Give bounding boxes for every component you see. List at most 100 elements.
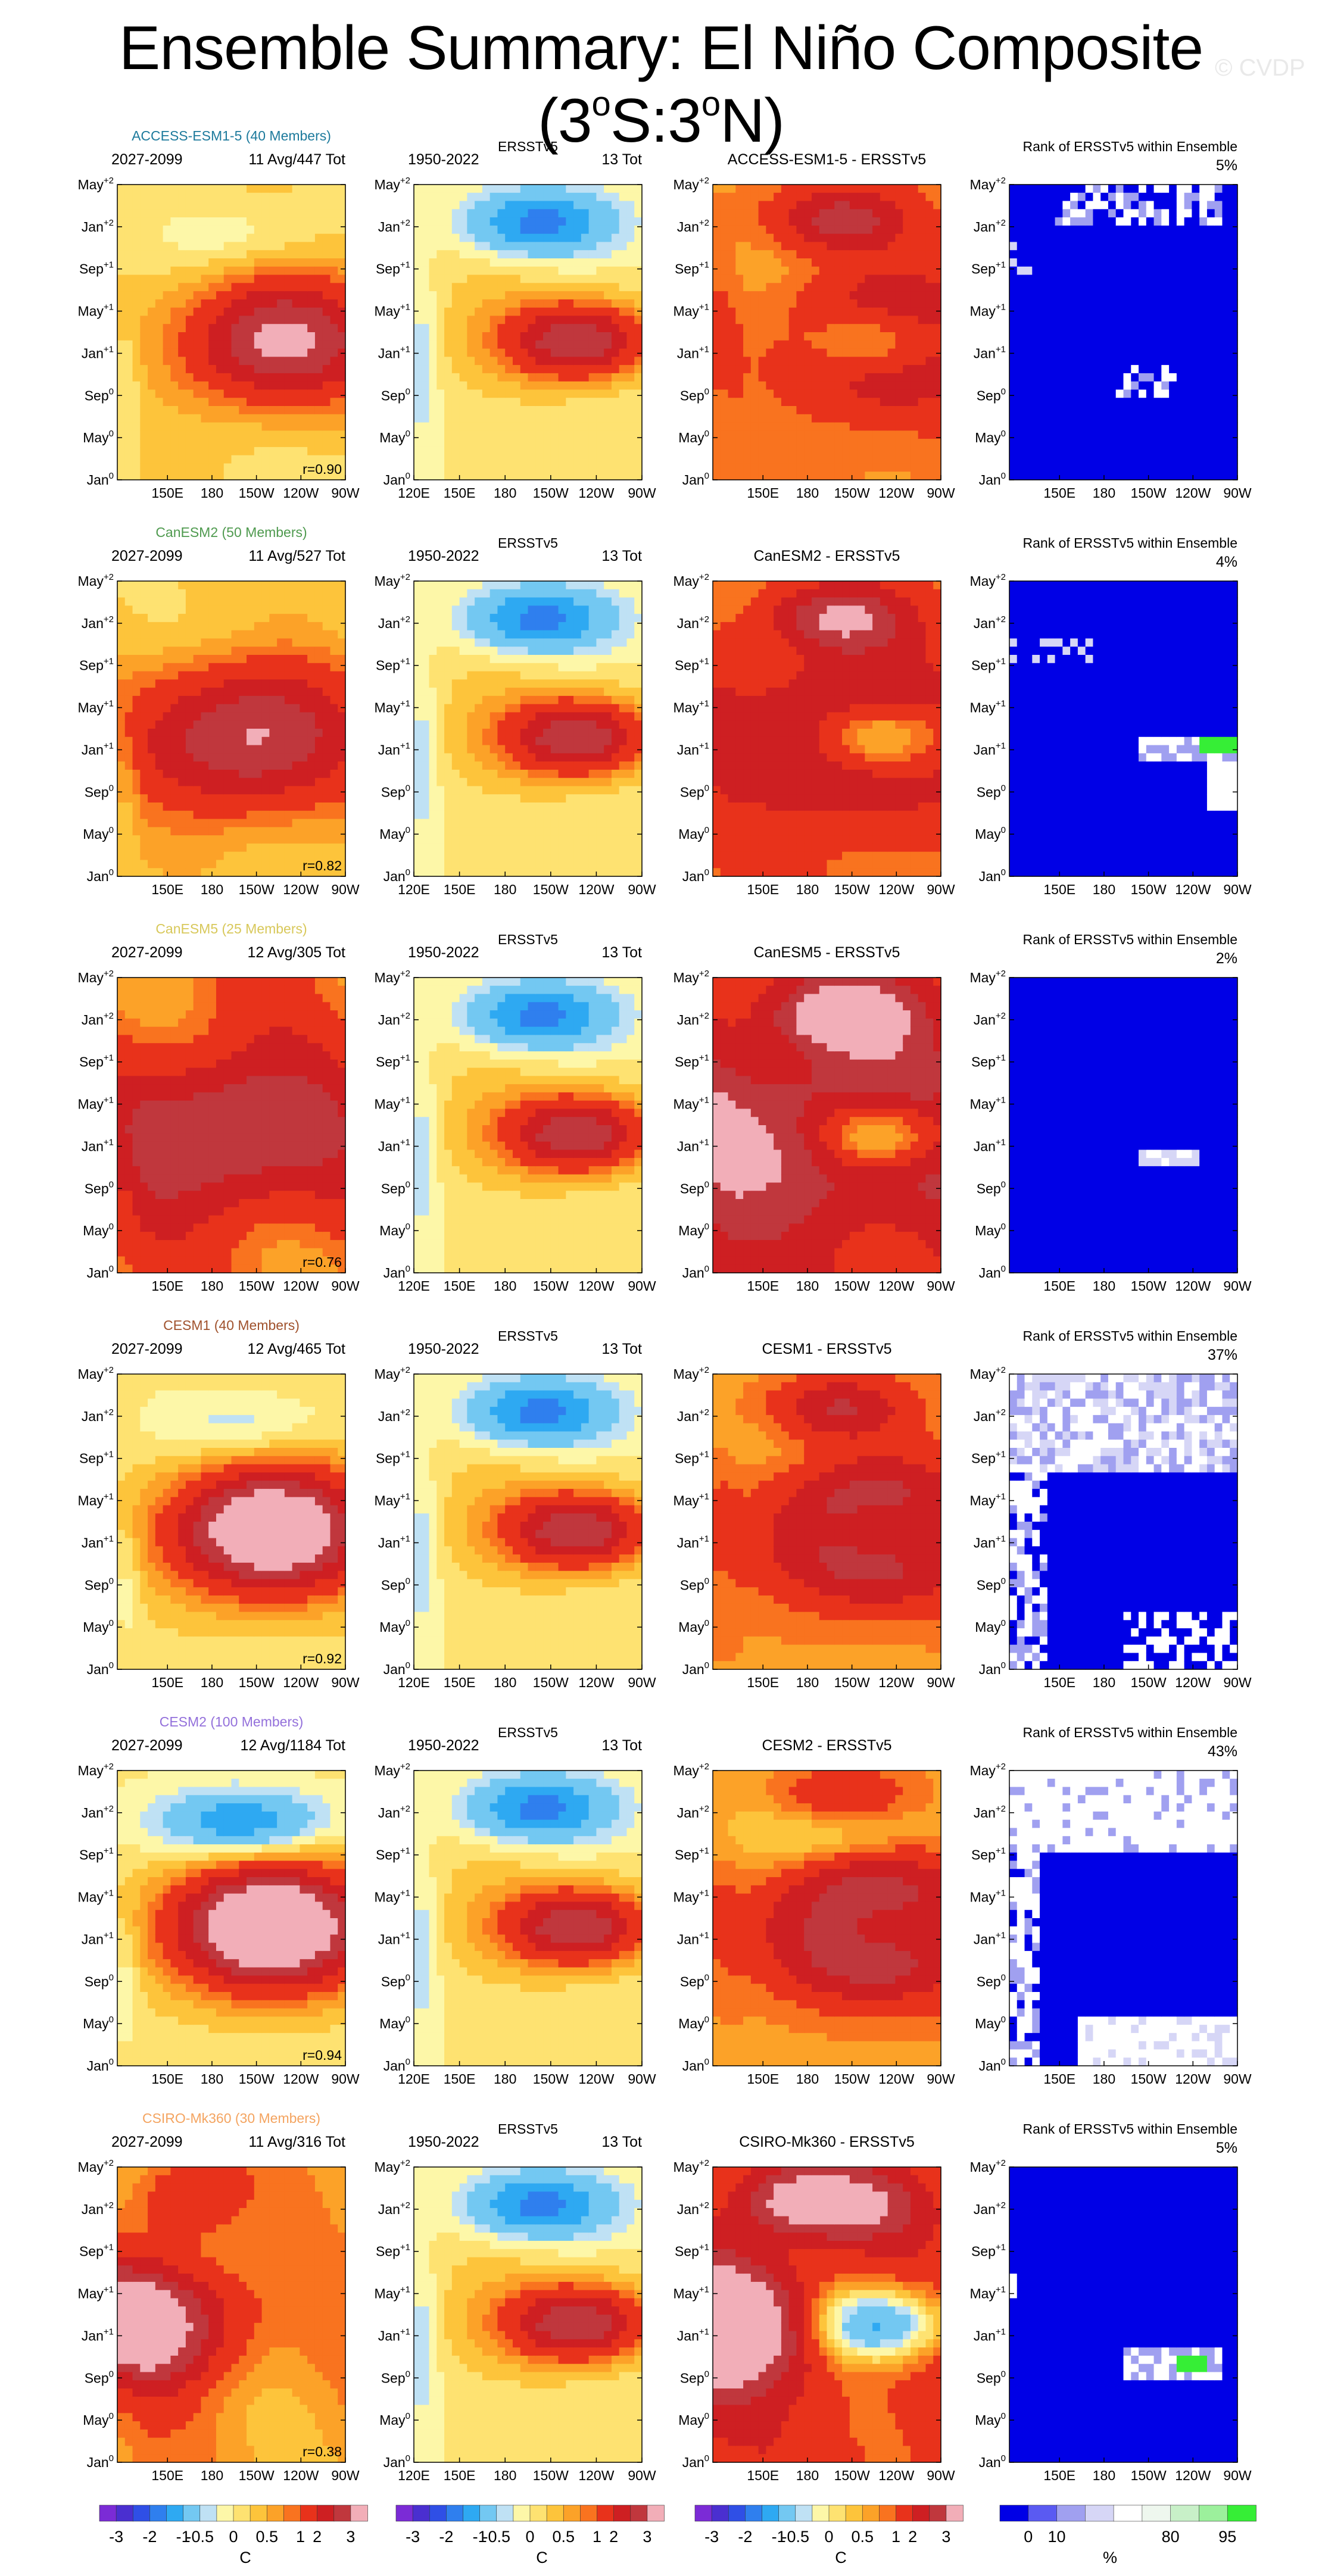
heatmap-cell [634,382,642,390]
heatmap-cell [178,217,186,226]
heatmap-cell [1139,324,1146,332]
heatmap-cell [589,308,597,316]
heatmap-cell [444,472,452,480]
heatmap-cell [933,406,941,414]
heatmap-cell [520,373,528,382]
heatmap-cell [520,258,528,267]
heatmap-cell [888,349,896,357]
heatmap-cell [1100,209,1108,217]
heatmap-cell [300,382,307,390]
heatmap-cell [467,389,475,398]
heatmap-cell [1199,193,1207,201]
heatmap-cell [911,275,918,283]
heatmap-cell [1025,341,1033,349]
heatmap-cell [858,267,865,275]
heatmap-cell [444,324,452,332]
heatmap-cell [216,630,224,639]
heatmap-cell [460,316,467,324]
heatmap-cell [444,226,452,234]
heatmap-cell [819,258,827,267]
heatmap-cell [452,463,460,472]
heatmap-cell [140,663,148,672]
heatmap-cell [1086,209,1093,217]
heatmap-cell [1017,472,1025,480]
heatmap-cell [918,349,926,357]
y-tick-label: Sep+1 [971,260,1006,277]
heatmap-cell [232,250,239,258]
heatmap-cell [759,406,766,414]
heatmap-cell [872,382,880,390]
heatmap-cell [330,398,338,406]
heatmap-cell [186,389,194,398]
heatmap-cell [170,365,178,373]
heatmap-cell [520,217,528,226]
heatmap-cell [735,275,743,283]
heatmap-cell [872,267,880,275]
heatmap-cell [194,655,201,663]
heatmap-cell [239,201,247,210]
heatmap-cell [933,398,941,406]
heatmap-cell [581,398,589,406]
heatmap-cell [216,398,224,406]
heatmap-cell [596,455,604,464]
heatmap-cell [224,217,232,226]
heatmap-cell [1047,357,1055,365]
heatmap-cell [865,406,872,414]
heatmap-cell [269,250,277,258]
heatmap-cell [133,844,141,852]
heatmap-cell [155,447,163,455]
heatmap-cell [1192,258,1199,267]
heatmap-cell [827,341,835,349]
heatmap-cell [117,696,125,704]
heatmap-cell [155,349,163,357]
heatmap-cell [254,250,262,258]
heatmap-cell [117,267,125,275]
heatmap-cell [1146,439,1154,447]
heatmap-cell [759,332,766,341]
heatmap-cell [330,291,338,299]
heatmap-cell [1207,267,1215,275]
heatmap-cell [918,283,926,291]
heatmap-cell [1230,201,1237,210]
heatmap-cell [414,258,422,267]
heatmap-cell [743,373,751,382]
heatmap-cell [842,193,850,201]
heatmap-cell [315,398,323,406]
heatmap-cell [925,357,933,365]
heatmap-cell [781,349,789,357]
heatmap-cell [513,439,520,447]
heatmap-cell [872,472,880,480]
heatmap-cell [1184,275,1192,283]
heatmap-cell [315,291,323,299]
heatmap-cell [1177,283,1184,291]
heatmap-cell [1146,349,1154,357]
heatmap-cell [796,291,804,299]
heatmap-cell [1055,472,1063,480]
heatmap-cell [1055,250,1063,258]
heatmap-cell [125,819,133,828]
heatmap-cell [804,275,812,283]
heatmap-cell [148,382,155,390]
heatmap-cell [170,455,178,464]
heatmap-cell [1139,275,1146,283]
heatmap-cell [170,430,178,439]
heatmap-cell [125,868,133,876]
heatmap-cell [1086,472,1093,480]
heatmap-cell [1124,283,1131,291]
heatmap-cell [604,324,612,332]
heatmap-cell [140,688,148,696]
x-tick-label: 180 [494,485,516,501]
heatmap-cell [254,382,262,390]
heatmap-cell [140,835,148,844]
heatmap-cell [743,357,751,365]
heatmap-cell [497,389,505,398]
heatmap-cell [827,373,835,382]
heatmap-cell [239,332,247,341]
heatmap-cell [812,341,819,349]
heatmap-cell [178,324,186,332]
heatmap-cell [307,423,315,431]
heatmap-cell [208,382,216,390]
heatmap-cell [178,267,186,275]
heatmap-cell [1161,267,1169,275]
heatmap-cell [1177,209,1184,217]
